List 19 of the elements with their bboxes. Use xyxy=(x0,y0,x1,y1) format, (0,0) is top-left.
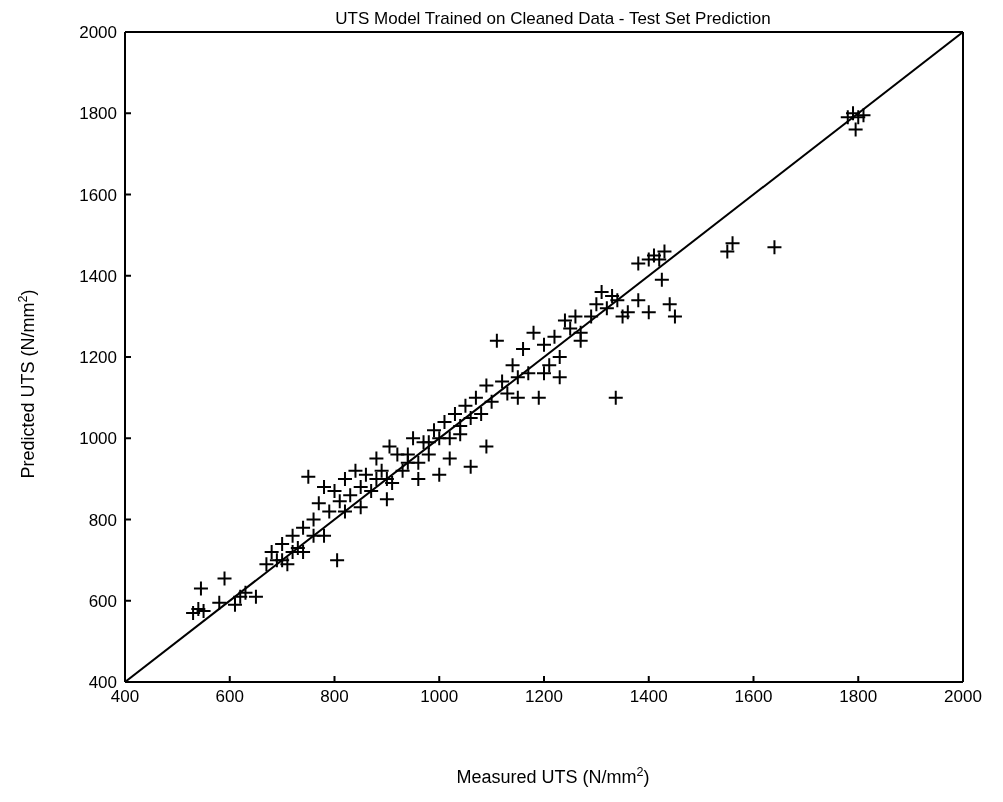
x-tick-label: 600 xyxy=(215,687,244,707)
x-tick-label: 1200 xyxy=(525,687,563,707)
y-tick-label: 600 xyxy=(88,591,117,611)
x-tick-label: 400 xyxy=(110,687,140,707)
y-tick-label: 1400 xyxy=(79,266,117,286)
y-tick-label: 2000 xyxy=(79,23,117,43)
x-tick-label: 800 xyxy=(320,687,349,707)
y-tick-label: 800 xyxy=(88,510,117,530)
x-tick-label: 1800 xyxy=(839,687,878,707)
x-tick-label: 1000 xyxy=(420,687,459,707)
x-tick-label: 1600 xyxy=(734,687,773,707)
y-tick-label: 1200 xyxy=(79,348,117,368)
y-tick-label: 1800 xyxy=(79,104,117,124)
y-tick-label: 1000 xyxy=(79,429,117,449)
x-tick-label: 1400 xyxy=(629,687,668,707)
y-tick-label: 1600 xyxy=(79,185,117,205)
chart-title: UTS Model Trained on Cleaned Data - Test Set Prediction xyxy=(335,9,771,28)
x-axis-title: Measured UTS (N/mm$^{2}$) xyxy=(456,765,650,787)
x-tick-label: 2000 xyxy=(944,687,982,707)
